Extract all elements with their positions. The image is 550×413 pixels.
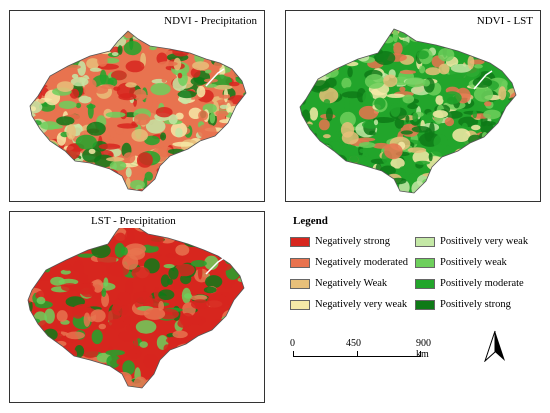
legend-title: Legend xyxy=(293,215,328,227)
map-panel-ndvi-precipitation: NDVI - Precipitation xyxy=(9,10,265,202)
legend-label: Positively weak xyxy=(440,257,507,268)
panel-title: NDVI - Precipitation xyxy=(163,15,258,28)
legend-swatch xyxy=(415,299,435,310)
legend-item: Negatively very weak xyxy=(290,299,407,311)
legend-swatch xyxy=(290,236,310,247)
legend-swatch xyxy=(290,299,310,310)
legend-label: Positively strong xyxy=(440,299,511,310)
legend-item: Negatively moderated xyxy=(290,257,408,269)
scale-tick xyxy=(357,351,358,357)
legend-label: Negatively moderated xyxy=(315,257,409,268)
region-map-lst-precipitation xyxy=(27,221,245,389)
legend-item: Positively strong xyxy=(415,299,511,311)
legend-swatch xyxy=(415,257,435,268)
legend-item: Positively very weak xyxy=(415,236,528,248)
scale-label-900: 900 km xyxy=(416,338,431,360)
scale-bar: 0 450 900 km xyxy=(288,338,431,366)
legend-label: Negatively strong xyxy=(315,236,390,247)
legend-swatch xyxy=(415,236,435,247)
scale-label-450: 450 xyxy=(346,338,361,349)
legend-item: Positively weak xyxy=(415,257,507,269)
panel-title: NDVI - LST xyxy=(475,15,534,28)
legend-swatch xyxy=(415,278,435,289)
map-panel-ndvi-lst: NDVI - LST xyxy=(285,10,541,202)
scale-tick xyxy=(293,351,294,357)
legend-label: Positively moderate xyxy=(440,278,524,289)
legend-swatch xyxy=(290,257,310,268)
region-map-ndvi-lst xyxy=(299,28,517,194)
legend-label: Positively very weak xyxy=(440,236,529,247)
legend-label: Negatively Weak xyxy=(315,278,388,289)
legend-swatch xyxy=(290,278,310,289)
region-map-ndvi-precipitation xyxy=(29,30,247,192)
legend: Legend xyxy=(285,211,541,403)
legend-label: Negatively very weak xyxy=(315,299,408,310)
north-arrow-icon xyxy=(484,330,505,362)
legend-item: Negatively Weak xyxy=(290,278,387,290)
map-panel-lst-precipitation: LST - Precipitation xyxy=(9,211,265,403)
scale-label-0: 0 xyxy=(290,338,295,349)
legend-item: Positively moderate xyxy=(415,278,524,290)
legend-item: Negatively strong xyxy=(290,236,390,248)
scale-tick xyxy=(420,351,421,357)
panel-title: LST - Precipitation xyxy=(90,215,177,228)
